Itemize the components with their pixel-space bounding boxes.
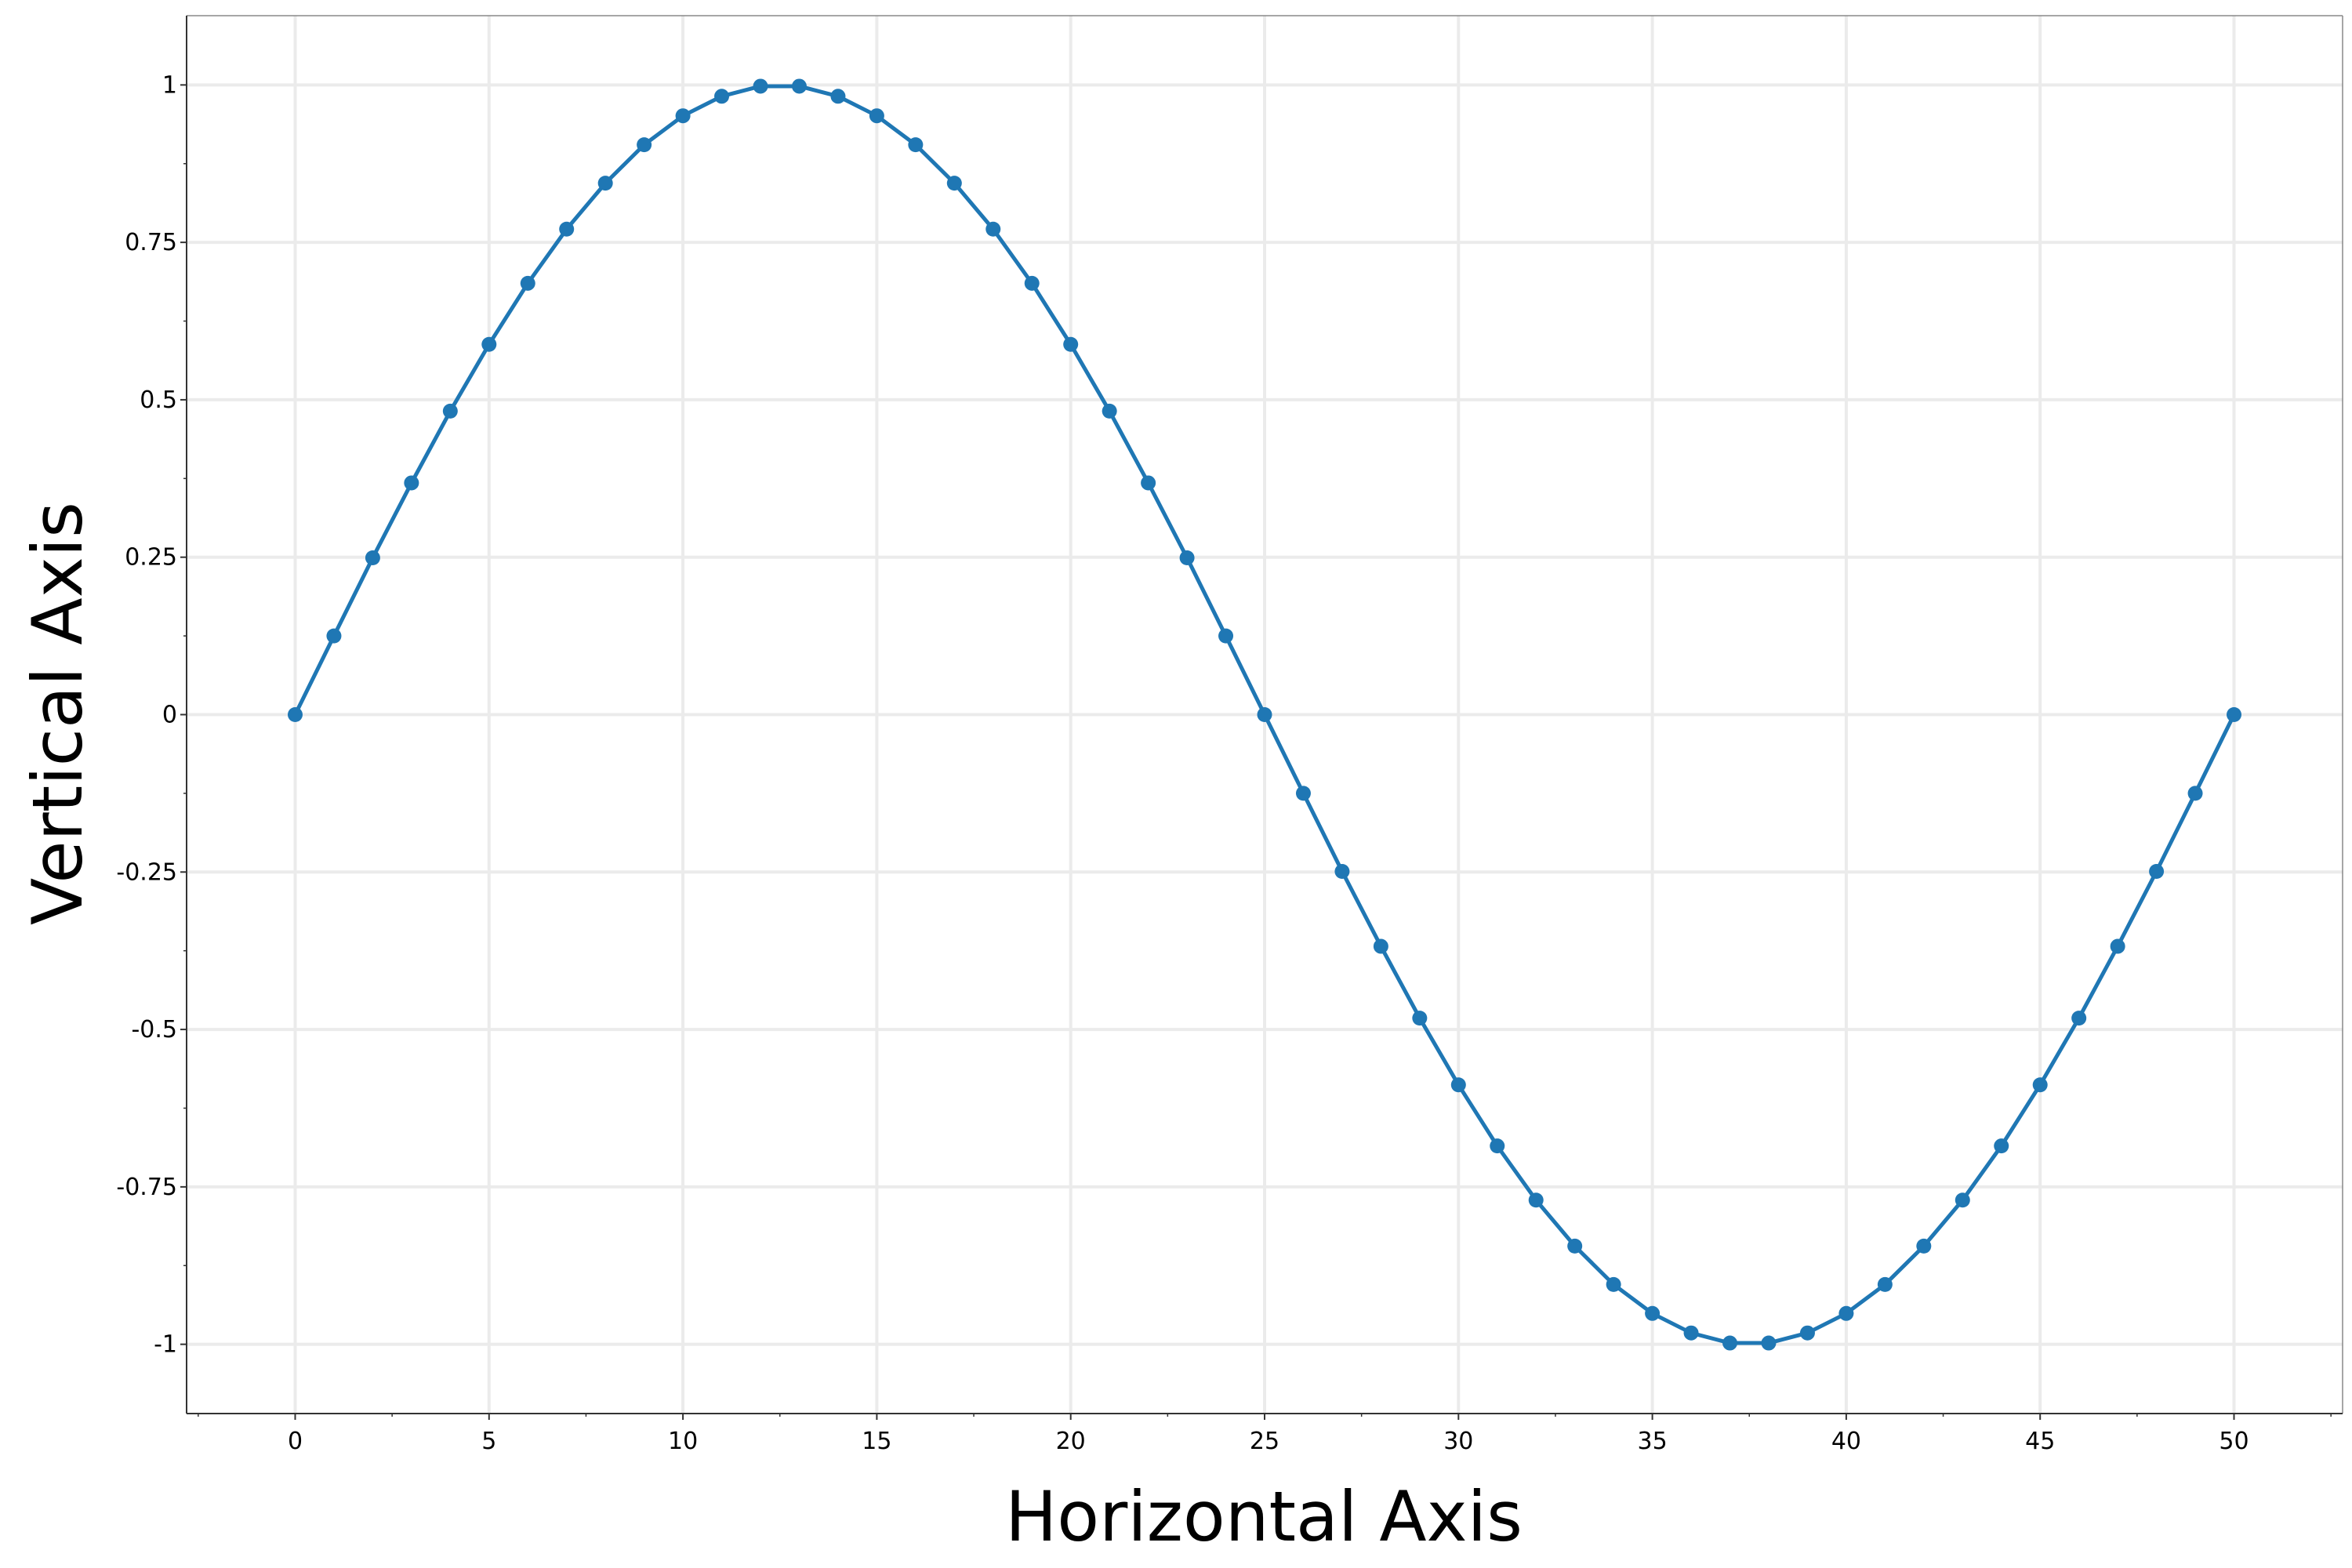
y-tick-label: -1 (154, 1331, 177, 1359)
data-point (908, 137, 924, 153)
data-point (1334, 863, 1350, 879)
data-point (1490, 1138, 1505, 1154)
data-point (869, 108, 884, 124)
data-point (2149, 863, 2165, 879)
series (287, 78, 2242, 1351)
x-tick-label: 45 (2025, 1428, 2055, 1455)
data-point (1838, 1305, 1854, 1321)
data-point (287, 707, 303, 722)
grid (187, 16, 2343, 1414)
x-tick-label: 50 (2219, 1428, 2249, 1455)
y-tick-label: -0.75 (116, 1174, 177, 1201)
data-point (1761, 1335, 1777, 1351)
data-point (1412, 1011, 1428, 1026)
data-point (1567, 1238, 1583, 1254)
x-axis-title: Horizontal Axis (1005, 1476, 1523, 1557)
data-point (1450, 1077, 1466, 1093)
data-point (1683, 1325, 1699, 1341)
y-tick-label: 0 (162, 702, 177, 729)
data-point (442, 403, 458, 419)
data-point (1295, 786, 1311, 801)
x-tick-label: 5 (481, 1428, 496, 1455)
y-axis-title: Vertical Axis (17, 502, 98, 925)
x-tick-label: 35 (1638, 1428, 1668, 1455)
data-point (2187, 786, 2203, 801)
data-point (2071, 1011, 2087, 1026)
data-point (753, 78, 768, 94)
data-point (1722, 1335, 1738, 1351)
data-point (597, 176, 613, 191)
axes (180, 15, 2343, 1420)
data-point (1606, 1276, 1621, 1292)
data-point (1024, 275, 1040, 291)
y-tick-label: 0.25 (125, 544, 177, 572)
tick-labels: 0 5 10 15 20 25 30 35 40 45 50 1 0.75 0.5 0.25 0 -0.25 -0… (116, 71, 2249, 1455)
data-point (559, 221, 575, 237)
data-point (1141, 475, 1156, 491)
data-point (365, 550, 380, 566)
y-tick-label: -0.5 (131, 1016, 177, 1044)
data-point (1373, 938, 1388, 954)
x-tick-label: 15 (862, 1428, 891, 1455)
data-point (481, 336, 497, 352)
data-point (1877, 1276, 1893, 1292)
data-point (675, 108, 691, 124)
y-tick-label: 0.75 (125, 229, 177, 256)
x-tick-label: 30 (1443, 1428, 1473, 1455)
data-point (520, 275, 535, 291)
data-point (1799, 1325, 1815, 1341)
x-tick-label: 20 (1056, 1428, 1086, 1455)
data-point (637, 137, 652, 153)
x-tick-label: 40 (1831, 1428, 1861, 1455)
data-point (1063, 336, 1079, 352)
data-point (1257, 707, 1272, 722)
data-point (1179, 550, 1195, 566)
x-tick-label: 10 (668, 1428, 698, 1455)
data-point (1916, 1238, 1932, 1254)
y-tick-label: -0.25 (116, 858, 177, 886)
x-tick-label: 25 (1250, 1428, 1279, 1455)
data-point (404, 475, 419, 491)
x-tick-label: 0 (288, 1428, 303, 1455)
data-point (1102, 403, 1117, 419)
y-tick-label: 1 (162, 71, 177, 99)
data-point (1955, 1192, 1970, 1208)
data-point (1218, 628, 1234, 644)
data-point (1645, 1305, 1661, 1321)
data-point (1994, 1138, 2009, 1154)
y-tick-label: 0.5 (140, 387, 177, 414)
data-point (830, 89, 846, 104)
data-point (2032, 1077, 2048, 1093)
data-point (1528, 1192, 1544, 1208)
data-point (2110, 938, 2125, 954)
data-point (946, 176, 962, 191)
data-point (985, 221, 1001, 237)
data-point (2227, 707, 2242, 722)
data-point (326, 628, 342, 644)
data-point (714, 89, 730, 104)
data-point (791, 78, 807, 94)
